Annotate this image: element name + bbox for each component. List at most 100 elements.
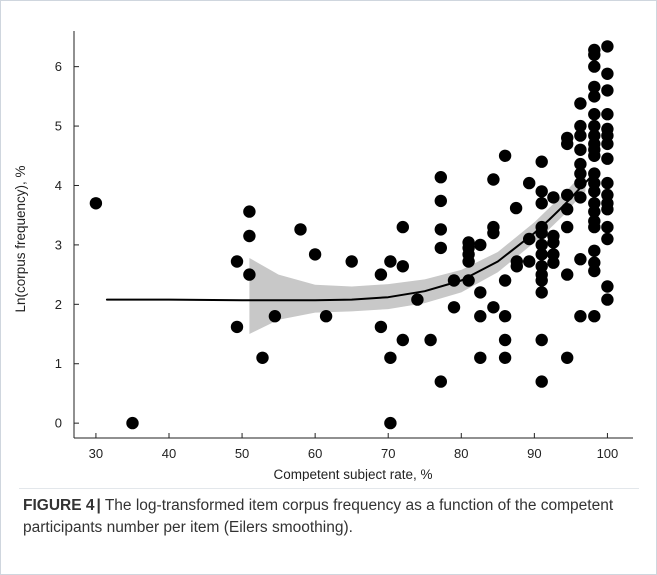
data-point-43 (498, 149, 512, 162)
data-point-7 (256, 351, 269, 364)
confidence-band (249, 171, 586, 334)
caption-label: FIGURE 4 (23, 497, 95, 514)
data-point-100 (588, 167, 601, 180)
data-point-15 (384, 255, 397, 268)
data-point-82 (574, 143, 587, 156)
data-point-106 (588, 220, 601, 234)
data-point-69 (547, 236, 560, 249)
data-point-10 (308, 248, 322, 261)
data-point-6 (243, 268, 256, 281)
data-point-71 (547, 256, 560, 269)
y-axis-title: Ln(corpus frequency), % (13, 165, 28, 312)
y-tick-label-4: 4 (55, 178, 62, 193)
x-tick-label-90: 90 (527, 446, 541, 461)
data-point-78 (561, 351, 574, 364)
data-point-109 (588, 264, 601, 278)
data-point-83 (574, 157, 587, 171)
data-point-88 (574, 310, 587, 323)
data-point-66 (535, 375, 548, 388)
data-point-86 (574, 191, 587, 204)
x-tick-label-30: 30 (89, 446, 103, 461)
data-point-111 (601, 40, 614, 53)
data-point-38 (474, 351, 487, 364)
data-point-80 (574, 119, 587, 133)
data-point-99 (588, 149, 601, 162)
data-point-17 (384, 416, 397, 430)
data-point-20 (396, 333, 409, 347)
data-point-64 (535, 286, 548, 299)
confidence-band-layer (249, 171, 586, 334)
data-point-59 (535, 238, 548, 252)
data-point-37 (474, 310, 487, 323)
caption-separator: | (96, 497, 101, 514)
figure-caption: FIGURE 4 | The log-transformed item corpus… (23, 495, 639, 539)
data-point-107 (588, 244, 601, 257)
x-tick-label-40: 40 (162, 446, 176, 461)
x-tick-label-60: 60 (308, 446, 322, 461)
data-point-27 (434, 375, 447, 388)
data-point-23 (434, 171, 447, 184)
data-point-45 (498, 310, 512, 323)
y-tick-label-6: 6 (55, 59, 62, 74)
data-point-104 (588, 205, 601, 218)
data-point-65 (535, 333, 548, 347)
fit-curve (105, 173, 594, 302)
data-point-19 (396, 260, 409, 273)
data-point-46 (498, 333, 512, 347)
data-point-55 (535, 185, 548, 198)
data-point-48 (509, 201, 523, 215)
data-point-122 (601, 203, 614, 216)
data-point-125 (601, 280, 614, 293)
data-point-113 (601, 84, 614, 97)
data-point-41 (487, 226, 500, 240)
data-point-8 (268, 310, 282, 323)
data-point-39 (487, 173, 500, 186)
data-point-11 (319, 310, 333, 323)
data-point-33 (462, 255, 475, 268)
data-point-117 (601, 137, 614, 151)
y-tick-label-0: 0 (55, 416, 62, 431)
data-point-91 (588, 60, 601, 73)
data-point-44 (498, 274, 512, 287)
scatter-chart: 30 40 50 60 70 80 90 100 0 1 2 3 4 5 6 Competent subje… (13, 31, 633, 481)
data-point-60 (535, 248, 548, 261)
data-point-47 (498, 351, 512, 364)
data-point-0 (89, 197, 103, 210)
data-points (89, 40, 614, 430)
data-point-92 (588, 80, 601, 94)
data-point-14 (374, 320, 388, 334)
data-point-110 (588, 310, 601, 323)
data-point-34 (462, 274, 475, 287)
data-point-76 (561, 220, 574, 234)
data-point-102 (588, 185, 601, 198)
data-point-18 (396, 220, 409, 234)
x-tick-label-100: 100 (597, 446, 619, 461)
data-point-26 (434, 241, 447, 255)
data-point-87 (574, 253, 587, 266)
data-point-124 (601, 232, 614, 246)
data-point-123 (601, 220, 614, 234)
data-point-67 (547, 191, 560, 204)
data-point-36 (474, 286, 487, 299)
data-point-74 (561, 188, 574, 202)
data-point-58 (535, 226, 548, 240)
data-point-95 (588, 119, 601, 133)
data-point-29 (447, 301, 461, 314)
data-point-5 (243, 229, 256, 243)
data-point-118 (601, 152, 614, 165)
data-point-119 (601, 176, 614, 190)
data-point-84 (574, 167, 587, 180)
data-point-90 (588, 48, 601, 61)
data-point-51 (523, 176, 536, 190)
x-axis-title: Competent subject rate, % (273, 467, 432, 481)
data-point-4 (243, 205, 256, 218)
caption-divider (19, 488, 639, 489)
data-point-85 (574, 176, 587, 190)
data-point-77 (561, 268, 574, 281)
data-point-42 (487, 301, 500, 314)
caption-text: The log-transformed item corpus frequenc… (23, 497, 614, 536)
data-point-53 (523, 255, 536, 268)
data-point-94 (588, 108, 601, 121)
data-point-24 (434, 194, 447, 208)
